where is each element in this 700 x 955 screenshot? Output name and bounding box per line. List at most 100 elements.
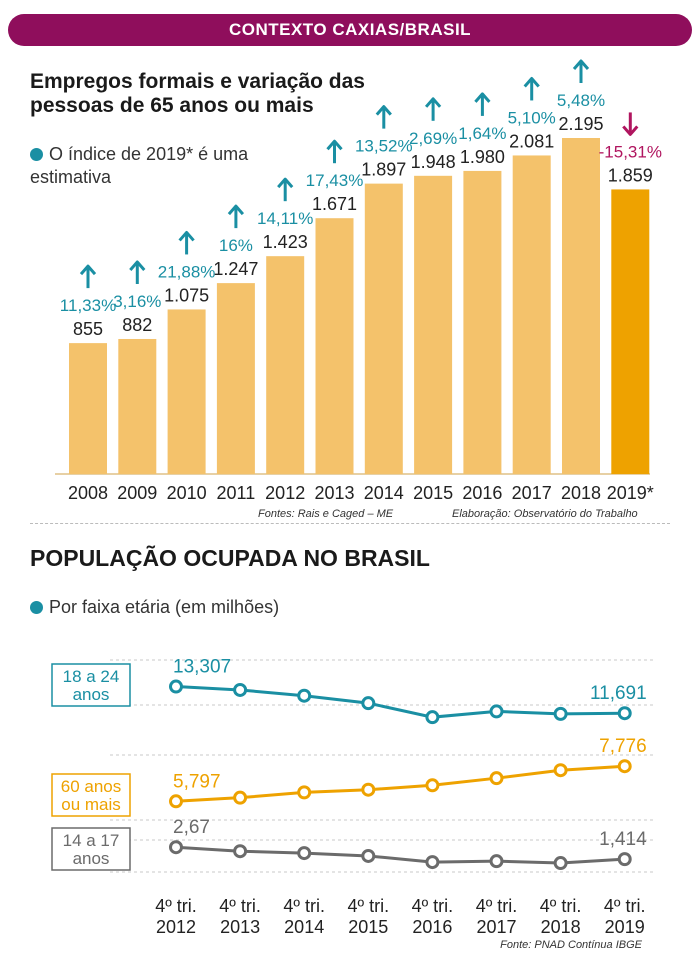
data-point (489, 704, 504, 719)
series-line (175, 764, 625, 803)
series-start-label: 13,307 (173, 657, 231, 678)
arrow-up-icon (277, 177, 294, 189)
x-tick-label: 2016 (412, 917, 452, 937)
bar-value-label: 2.195 (558, 114, 603, 134)
variation-label: 1,64% (458, 124, 506, 143)
bar-value-label: 1.075 (164, 285, 209, 305)
data-point (553, 763, 568, 778)
bar-value-label: 1.980 (460, 147, 505, 167)
variation-label: 16% (219, 236, 253, 255)
data-point (617, 706, 632, 721)
bar-chart-title: Empregos formais e variação das pessoas … (30, 70, 365, 117)
x-tick-label: 2017 (476, 917, 516, 937)
arrow-down-icon (622, 125, 639, 136)
line-chart-source: Fonte: PNAD Contínua IBGE (500, 939, 642, 951)
bar (512, 155, 551, 475)
bar-chart: 2008 855 11,33% 2009 882 3,16% 2010 1.075 21,88%… (55, 59, 662, 503)
variation-label: 2,69% (409, 129, 457, 148)
bar-value-label: 1.423 (263, 232, 308, 252)
data-point (553, 856, 568, 871)
x-tick-label: 2014 (364, 483, 404, 503)
data-point (425, 710, 440, 725)
data-point (425, 855, 440, 870)
variation-label: 3,16% (113, 292, 161, 311)
estimate-note-text: O índice de 2019* é uma estimativa (30, 144, 249, 187)
bar-value-label: 855 (73, 319, 103, 339)
data-point (553, 706, 568, 721)
x-tick-label: 2011 (217, 483, 256, 503)
estimate-note: O índice de 2019* é uma estimativa (30, 143, 250, 189)
data-point (489, 771, 504, 786)
series-line (175, 845, 625, 865)
series-legend-box (51, 663, 131, 707)
arrow-up-icon (523, 76, 540, 88)
series-legend-box (51, 827, 131, 871)
series-legend-label: anos (73, 685, 110, 704)
section-divider (30, 523, 670, 524)
x-tick-label: 2019 (605, 917, 645, 937)
bar (414, 175, 453, 474)
arrow-up-icon (227, 204, 245, 216)
bar-chart-elaboration: Elaboração: Observatório do Trabalho (452, 508, 638, 520)
arrow-up-icon (424, 97, 442, 108)
x-tick-label: 2009 (117, 483, 157, 503)
x-tick-label: 2013 (314, 483, 354, 503)
bar-chart-source: Fontes: Rais e Caged – ME (258, 508, 394, 520)
bar (315, 218, 354, 474)
variation-label: 13,52% (355, 137, 413, 156)
x-tick-label: 4º tri. (412, 896, 454, 916)
line-chart-subtitle-text: Por faixa etária (em milhões) (49, 597, 280, 617)
data-point (233, 790, 248, 805)
arrow-up-icon (79, 264, 97, 276)
bar (167, 309, 206, 474)
bar-value-label: 1.859 (608, 165, 653, 185)
x-tick-label: 4º tri. (476, 896, 518, 916)
bar (611, 189, 650, 474)
x-tick-label: 2019* (607, 483, 654, 503)
variation-label: 11,33% (60, 296, 116, 315)
x-tick-label: 2012 (265, 483, 305, 503)
line-chart-title: POPULAÇÃO OCUPADA NO BRASIL (30, 545, 430, 571)
x-tick-label: 2015 (413, 483, 453, 503)
arrow-up-icon (178, 230, 195, 242)
variation-label: 17,43% (306, 171, 364, 190)
x-tick-label: 2018 (561, 483, 601, 503)
series-legend-box (51, 773, 131, 817)
bar (463, 170, 502, 474)
series-legend-label: 60 anos (61, 777, 122, 796)
series-end-label: 1,414 (599, 829, 647, 850)
bar-value-label: 882 (122, 315, 152, 335)
series-legend-label: 18 a 24 (63, 667, 120, 686)
x-tick-label: 2015 (348, 917, 388, 937)
variation-label: 14,11% (257, 209, 313, 228)
data-point (489, 854, 504, 869)
series-start-label: 2,67 (173, 817, 210, 838)
x-tick-label: 4º tri. (540, 896, 582, 916)
x-tick-label: 2012 (156, 917, 196, 937)
x-tick-label: 4º tri. (283, 896, 325, 916)
data-point (169, 679, 183, 694)
arrow-up-icon (129, 260, 146, 271)
data-point (233, 844, 248, 859)
series-end-label: 11,691 (590, 683, 647, 704)
note-bullet-icon (30, 148, 43, 161)
arrow-up-icon (572, 59, 590, 70)
variation-label: 5,10% (508, 108, 556, 127)
bar (364, 183, 403, 474)
bar (562, 138, 600, 474)
variation-label: -15,31% (599, 142, 662, 161)
bar-value-label: 1.247 (213, 259, 258, 279)
arrow-up-icon (326, 139, 343, 151)
x-tick-label: 4º tri. (155, 896, 197, 916)
bar (266, 256, 305, 474)
bar (216, 283, 255, 474)
data-point (169, 794, 183, 809)
data-point (297, 688, 312, 703)
x-tick-label: 2017 (512, 483, 552, 503)
x-tick-label: 2018 (541, 917, 581, 937)
series-line (175, 685, 625, 719)
series-legend-label: anos (73, 849, 110, 868)
series-end-label: 7,776 (599, 736, 647, 757)
data-point (169, 840, 183, 855)
